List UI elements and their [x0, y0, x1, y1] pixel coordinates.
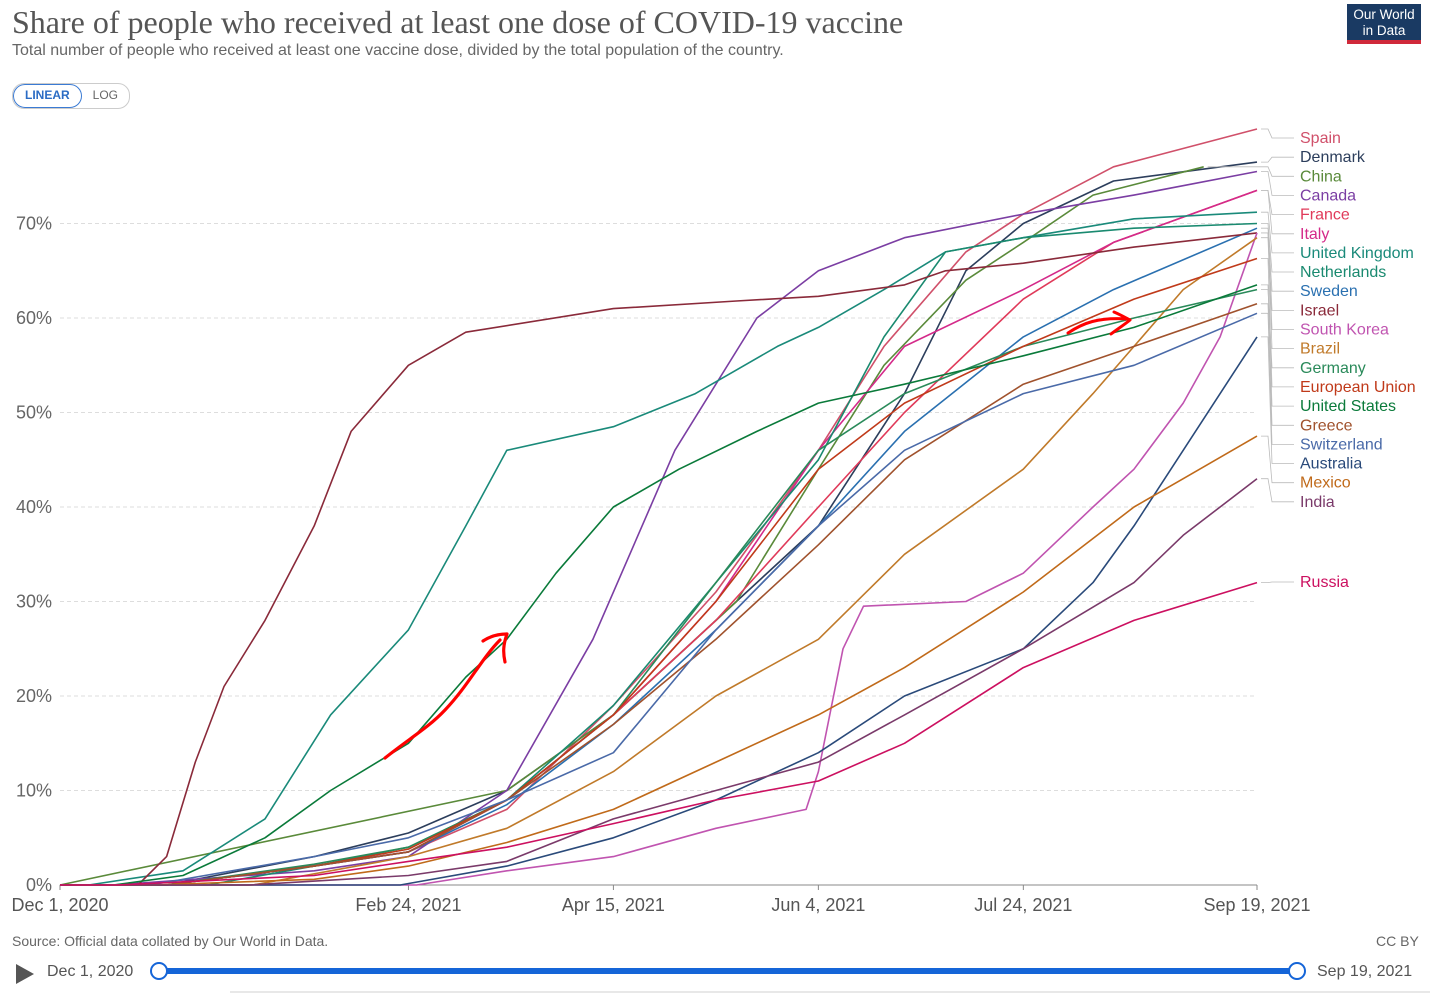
- timeline-start-label: Dec 1, 2020: [47, 963, 134, 980]
- y-axis-ticks: 0% 10% 20% 30% 40% 50% 60% 70%: [16, 214, 52, 896]
- series-label-russia: Russia: [1300, 574, 1349, 591]
- label-connector: [1261, 581, 1294, 583]
- series-line-greece: [60, 303, 1258, 886]
- label-connector: [1207, 166, 1294, 177]
- y-tick-label: 10%: [16, 781, 52, 801]
- timeline-track[interactable]: [160, 968, 1297, 974]
- label-connector: [1261, 171, 1294, 196]
- x-axis: Dec 1, 2020 Feb 24, 2021 Apr 15, 2021 Jun 4…: [11, 884, 1311, 915]
- chart-subtitle: Total number of people who received at l…: [12, 42, 784, 59]
- label-connector: [1261, 303, 1294, 426]
- label-connector: [1261, 232, 1294, 330]
- series-label-united-states: United States: [1300, 398, 1396, 415]
- series-line-denmark: [60, 161, 1258, 886]
- y-tick-label: 30%: [16, 592, 52, 612]
- y-tick-label: 0%: [26, 875, 52, 895]
- label-connector: [1261, 223, 1294, 273]
- label-connector: [1261, 227, 1294, 292]
- series-label-israel: Israel: [1300, 302, 1339, 319]
- series-label-germany: Germany: [1300, 360, 1366, 377]
- series-label-china: China: [1300, 168, 1342, 185]
- series-line-israel: [60, 232, 1258, 886]
- label-connector: [1261, 284, 1294, 407]
- label-connector: [1261, 190, 1294, 235]
- label-connector: [1261, 258, 1294, 388]
- label-connector: [1261, 312, 1294, 445]
- series-label-australia: Australia: [1300, 456, 1362, 473]
- log-scale-button[interactable]: LOG: [92, 88, 119, 102]
- label-connector: [1261, 156, 1294, 163]
- series-label-netherlands: Netherlands: [1300, 264, 1386, 281]
- label-connector: [1261, 435, 1294, 484]
- series-label-canada: Canada: [1300, 187, 1356, 204]
- series-label-united-kingdom: United Kingdom: [1300, 245, 1414, 262]
- linear-scale-button[interactable]: LINEAR: [13, 84, 82, 108]
- logo-line-2: in Data: [1362, 23, 1406, 38]
- series-line-canada: [60, 170, 1258, 886]
- y-tick-label: 50%: [16, 403, 52, 423]
- series-line-france: [60, 189, 1258, 886]
- x-tick-label: Jun 4, 2021: [771, 895, 865, 915]
- series-line-united-kingdom: [60, 211, 1258, 886]
- bottom-divider: [230, 991, 1430, 993]
- series-label-india: India: [1300, 494, 1335, 511]
- label-connector: [1261, 190, 1294, 215]
- y-tick-label: 40%: [16, 497, 52, 517]
- owid-logo[interactable]: Our World in Data: [1347, 4, 1421, 44]
- series-line-russia: [60, 581, 1258, 886]
- series-line-united-states: [60, 284, 1258, 886]
- scale-toggle: LINEAR LOG: [12, 83, 131, 109]
- source-note: Source: Official data collated by Our Wo…: [12, 933, 329, 949]
- timeline-start-handle[interactable]: [150, 962, 168, 980]
- series-line-italy: [60, 189, 1258, 886]
- play-icon[interactable]: [16, 964, 34, 984]
- series-line-switzerland: [60, 312, 1258, 886]
- series-label-european-union: European Union: [1300, 379, 1416, 396]
- logo-line-1: Our World: [1353, 7, 1415, 22]
- series-line-china: [59, 166, 1204, 886]
- series-line-south-korea: [60, 232, 1258, 886]
- label-connector: [1261, 336, 1294, 464]
- line-chart: 0% 10% 20% 30% 40% 50% 60% 70% Dec 1, 2020 Feb 2…: [11, 128, 1416, 915]
- timeline-end-label: Sep 19, 2021: [1317, 963, 1413, 980]
- series-line-australia: [60, 336, 1258, 886]
- y-tick-label: 20%: [16, 686, 52, 706]
- label-connector: [1261, 478, 1294, 503]
- label-connector: [1261, 128, 1294, 139]
- grid-lines: [60, 223, 1257, 791]
- label-connector: [1261, 211, 1294, 254]
- y-tick-label: 60%: [16, 308, 52, 328]
- series-label-south-korea: South Korea: [1300, 322, 1389, 339]
- timeline: Dec 1, 2020 Sep 19, 2021: [0, 956, 1430, 990]
- x-tick-label: Apr 15, 2021: [562, 895, 665, 915]
- series-line-germany: [60, 288, 1258, 886]
- series-labels: Spain Denmark China Canada France Italy United…: [1207, 128, 1416, 591]
- x-tick-label: Dec 1, 2020: [11, 895, 108, 915]
- series-label-denmark: Denmark: [1300, 149, 1366, 166]
- series-line-india: [60, 478, 1258, 886]
- series-line-european-union: [60, 257, 1258, 886]
- x-tick-label: Jul 24, 2021: [974, 895, 1072, 915]
- annotation-arrow-1: [383, 632, 509, 760]
- series-label-italy: Italy: [1300, 226, 1329, 243]
- series-lines: [59, 128, 1258, 886]
- annotation-arrow-2: [1066, 310, 1132, 336]
- label-connector: [1261, 237, 1294, 349]
- series-label-mexico: Mexico: [1300, 475, 1351, 492]
- series-label-sweden: Sweden: [1300, 283, 1358, 300]
- license-link[interactable]: CC BY: [1376, 933, 1419, 949]
- x-tick-label: Sep 19, 2021: [1203, 895, 1310, 915]
- series-label-france: France: [1300, 207, 1350, 224]
- y-tick-label: 70%: [16, 214, 52, 234]
- x-tick-label: Feb 24, 2021: [355, 895, 461, 915]
- chart-title: Share of people who received at least on…: [12, 4, 904, 40]
- series-label-greece: Greece: [1300, 417, 1353, 434]
- series-label-switzerland: Switzerland: [1300, 436, 1383, 453]
- series-line-mexico: [60, 435, 1258, 886]
- timeline-end-handle[interactable]: [1288, 962, 1306, 980]
- series-label-brazil: Brazil: [1300, 341, 1340, 358]
- annotations: [383, 310, 1132, 760]
- series-label-spain: Spain: [1300, 130, 1341, 147]
- label-connector: [1261, 289, 1294, 369]
